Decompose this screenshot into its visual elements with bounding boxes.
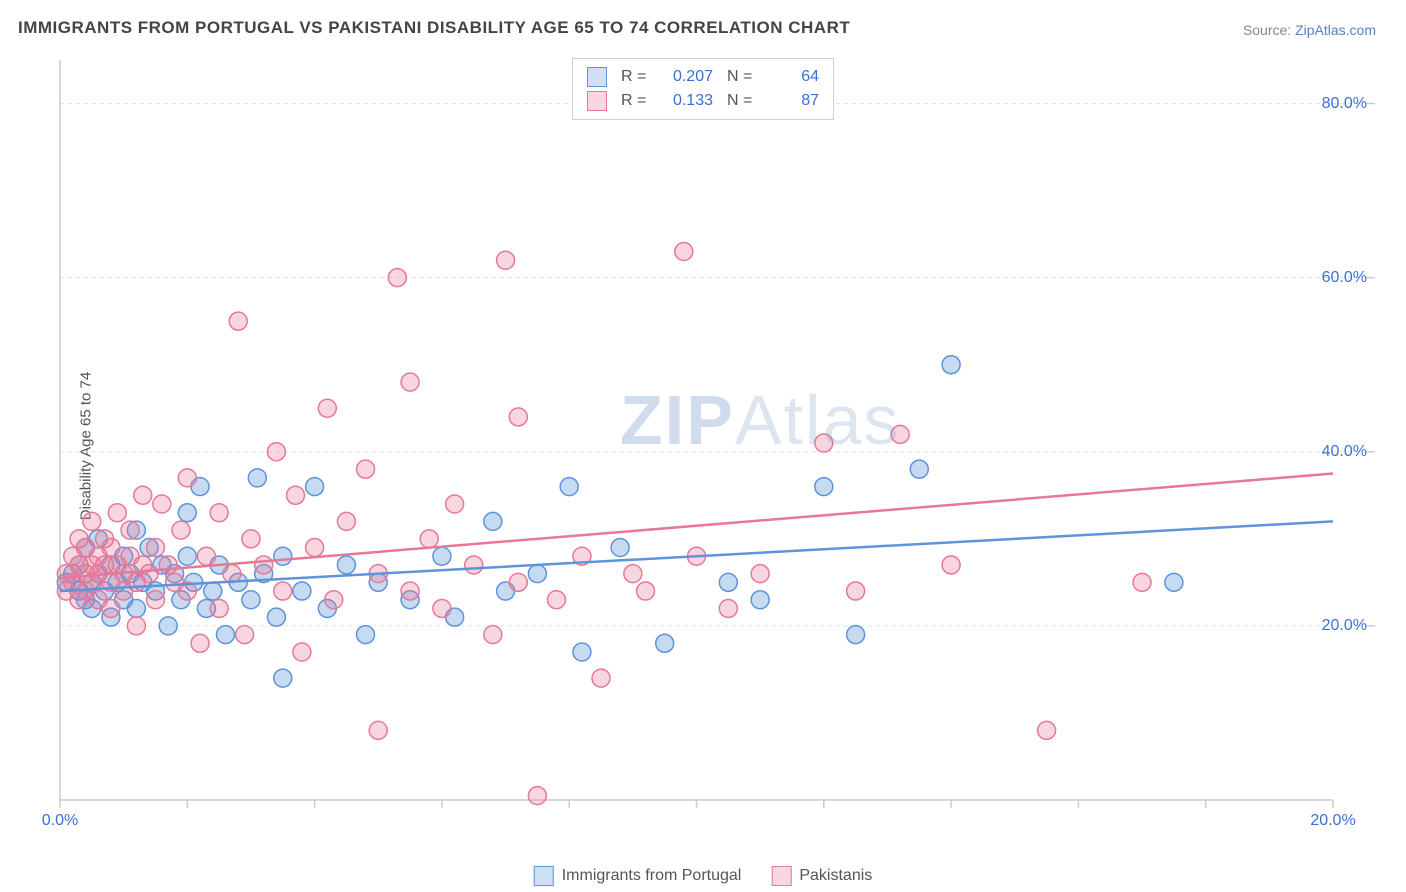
- n-label: N =: [727, 65, 757, 89]
- legend-stats-row-portugal: R = 0.207 N = 64: [587, 65, 819, 89]
- n-value-portugal: 64: [769, 65, 819, 89]
- chart-area: 20.0%40.0%60.0%80.0% 0.0%20.0%: [55, 55, 1375, 825]
- swatch-pakistani: [771, 866, 791, 886]
- legend-item-portugal: Immigrants from Portugal: [534, 866, 742, 886]
- r-label: R =: [621, 65, 651, 89]
- legend-label-portugal: Immigrants from Portugal: [562, 867, 742, 885]
- x-tick-label: 0.0%: [42, 812, 78, 830]
- y-tick-label: 20.0%: [1322, 617, 1367, 635]
- n-value-pakistani: 87: [769, 89, 819, 113]
- legend-label-pakistani: Pakistanis: [799, 867, 872, 885]
- swatch-pakistani: [587, 91, 607, 111]
- legend-stats-box: R = 0.207 N = 64 R = 0.133 N = 87: [572, 58, 834, 120]
- y-tick-label: 40.0%: [1322, 443, 1367, 461]
- swatch-portugal: [534, 866, 554, 886]
- r-value-pakistani: 0.133: [663, 89, 713, 113]
- swatch-portugal: [587, 67, 607, 87]
- r-label: R =: [621, 89, 651, 113]
- y-tick-label: 80.0%: [1322, 95, 1367, 113]
- source-attribution: Source: ZipAtlas.com: [1243, 22, 1376, 38]
- r-value-portugal: 0.207: [663, 65, 713, 89]
- y-tick-label: 60.0%: [1322, 269, 1367, 287]
- source-link[interactable]: ZipAtlas.com: [1295, 22, 1376, 38]
- n-label: N =: [727, 89, 757, 113]
- chart-title: IMMIGRANTS FROM PORTUGAL VS PAKISTANI DI…: [18, 18, 850, 38]
- x-tick-label: 20.0%: [1310, 812, 1355, 830]
- legend-item-pakistani: Pakistanis: [771, 866, 872, 886]
- source-label: Source:: [1243, 22, 1295, 38]
- legend-stats-row-pakistani: R = 0.133 N = 87: [587, 89, 819, 113]
- legend-series: Immigrants from Portugal Pakistanis: [534, 866, 873, 886]
- scatter-plot: [55, 55, 1375, 825]
